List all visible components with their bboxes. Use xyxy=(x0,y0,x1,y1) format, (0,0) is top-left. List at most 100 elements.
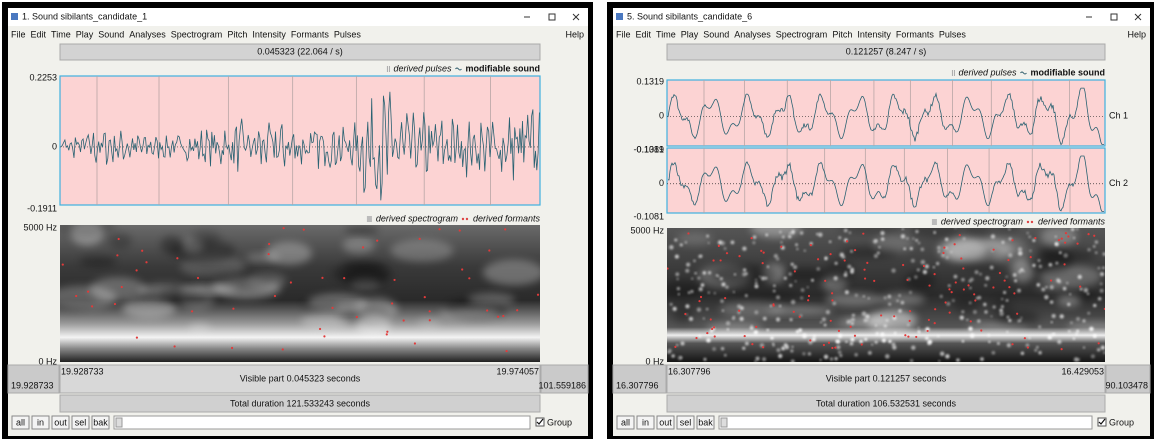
zoom-button-label[interactable]: in xyxy=(642,417,649,427)
menu-item[interactable]: Intensity xyxy=(857,29,891,39)
spectrogram-speckle xyxy=(945,247,947,249)
formant-dot xyxy=(1061,238,1063,240)
formant-dot xyxy=(502,315,504,317)
spectrogram-speckle xyxy=(791,300,795,304)
spectrogram-speckle xyxy=(985,276,989,280)
spectrogram-speckle xyxy=(845,271,848,274)
spectrogram-speckle xyxy=(720,299,724,303)
spectrogram-speckle xyxy=(1098,267,1101,270)
menu-item[interactable]: Edit xyxy=(636,29,652,39)
spectrogram-speckle xyxy=(811,279,814,282)
spectrogram-speckle xyxy=(898,309,902,313)
zoom-button-label[interactable]: all xyxy=(16,417,25,427)
menu-item[interactable]: Pulses xyxy=(939,29,967,39)
scroll-bar[interactable] xyxy=(114,416,530,429)
formant-dot xyxy=(712,259,714,261)
spectrogram-speckle xyxy=(1069,293,1071,295)
menu-item[interactable]: Pulses xyxy=(334,29,362,39)
menu-item[interactable]: Formants xyxy=(291,29,330,39)
spectrogram xyxy=(47,213,544,362)
formant-dot xyxy=(516,309,518,311)
zoom-button-label[interactable]: out xyxy=(54,417,67,427)
menu-help[interactable]: Help xyxy=(565,29,584,39)
spectrogram-speckle xyxy=(970,333,974,337)
window-end-time: 101.559186 xyxy=(538,380,586,390)
menu-item[interactable]: Intensity xyxy=(252,29,286,39)
spectrogram-speckle xyxy=(1087,312,1090,315)
menu-item[interactable]: File xyxy=(11,29,26,39)
zoom-button-label[interactable]: bak xyxy=(698,417,713,427)
spectrogram-speckle xyxy=(670,303,673,306)
spectrogram-speckle xyxy=(776,317,780,321)
formant-dot xyxy=(904,334,906,336)
spectrogram-speckle xyxy=(1084,288,1089,293)
formant-dot xyxy=(116,254,118,256)
formant-dot xyxy=(706,332,708,334)
menu-item[interactable]: Spectrogram xyxy=(776,29,828,39)
menu-item[interactable]: Formants xyxy=(896,29,935,39)
menu-item[interactable]: File xyxy=(616,29,631,39)
menu-item[interactable]: Pitch xyxy=(832,29,852,39)
menu-item[interactable]: Analyses xyxy=(734,29,771,39)
formant-dot xyxy=(424,296,426,298)
formant-dot xyxy=(902,264,904,266)
visible-start-time: 16.307796 xyxy=(668,366,711,376)
spectrogram-speckle xyxy=(675,255,679,259)
zoom-button-label[interactable]: sel xyxy=(680,417,692,427)
spectrogram-speckle xyxy=(820,321,822,323)
menu-item[interactable]: Time xyxy=(51,29,71,39)
menu-item[interactable]: Time xyxy=(656,29,676,39)
menu-item[interactable]: Spectrogram xyxy=(171,29,223,39)
formant-dot xyxy=(944,301,946,303)
zoom-button-label[interactable]: all xyxy=(621,417,630,427)
spectrogram-speckle xyxy=(685,269,689,273)
spectrogram-speckle xyxy=(969,287,971,289)
spectrogram-speckle xyxy=(988,334,990,336)
spectrogram-speckle xyxy=(1066,282,1069,285)
group-label[interactable]: Group xyxy=(1109,417,1134,427)
scroll-thumb[interactable] xyxy=(721,418,727,427)
spectrogram-speckle xyxy=(937,335,939,337)
scroll-bar[interactable] xyxy=(719,416,1092,429)
spectrogram-speckle xyxy=(750,326,754,330)
menu-item[interactable]: Sound xyxy=(98,29,124,39)
formant-dot xyxy=(488,249,490,251)
zoom-button-label[interactable]: in xyxy=(37,417,44,427)
spectrogram-speckle xyxy=(830,357,833,360)
scroll-thumb[interactable] xyxy=(116,418,122,427)
channel-label[interactable]: Ch 2 xyxy=(1109,178,1128,188)
formant-dot xyxy=(1013,292,1015,294)
spectrogram-speckle xyxy=(773,344,775,346)
formant-dot xyxy=(751,237,753,239)
menu-help[interactable]: Help xyxy=(1127,29,1146,39)
zoom-button-label[interactable]: out xyxy=(659,417,672,427)
spectrogram-texture xyxy=(343,237,375,253)
spectrogram-speckle xyxy=(699,335,702,338)
spectrogram-speckle xyxy=(1070,321,1073,324)
zoom-button-label[interactable]: bak xyxy=(93,417,108,427)
menu-item[interactable]: Play xyxy=(76,29,94,39)
spectrogram-speckle xyxy=(1038,351,1041,354)
menu-item[interactable]: Edit xyxy=(31,29,47,39)
spectrogram-speckle xyxy=(680,243,683,246)
formant-dot xyxy=(197,277,199,279)
menu-item[interactable]: Sound xyxy=(703,29,729,39)
channel-label[interactable]: Ch 1 xyxy=(1109,111,1128,121)
app-icon xyxy=(616,13,623,20)
visible-part: Visible part 0.045323 seconds xyxy=(240,373,361,383)
group-label[interactable]: Group xyxy=(547,417,572,427)
menu-item[interactable]: Play xyxy=(681,29,699,39)
spectrogram-speckle xyxy=(1093,335,1095,337)
legend-formants-symbol xyxy=(1031,221,1033,223)
spectrogram-speckle xyxy=(718,240,722,244)
spectrogram-speckle xyxy=(1001,241,1004,244)
spectrogram-speckle xyxy=(795,243,798,246)
menu-item[interactable]: Analyses xyxy=(129,29,166,39)
spectrogram-speckle xyxy=(938,250,941,253)
spectrogram-speckle xyxy=(961,278,964,281)
zoom-button-label[interactable]: sel xyxy=(75,417,87,427)
spectrogram-speckle xyxy=(1060,314,1064,318)
spectrogram-speckle xyxy=(790,318,793,321)
menu-item[interactable]: Pitch xyxy=(227,29,247,39)
spectrogram-speckle xyxy=(901,301,905,305)
